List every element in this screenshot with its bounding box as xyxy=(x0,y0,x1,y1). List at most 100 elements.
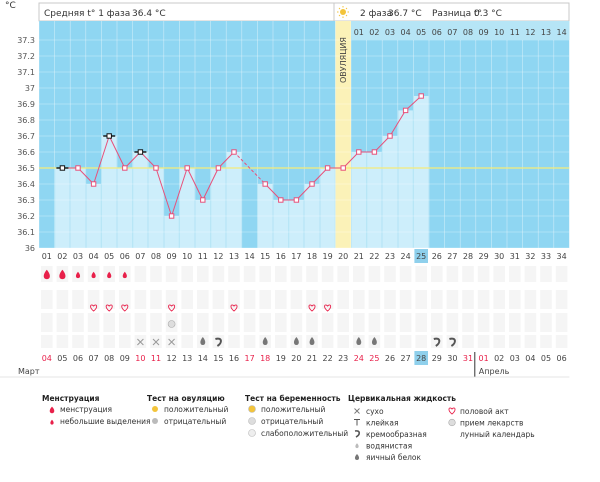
legend-title-menstruation: Менструация xyxy=(42,394,100,403)
x-tick-label: 23 xyxy=(385,252,395,261)
legend-pregnancy-icon xyxy=(248,405,256,413)
marker-cell xyxy=(509,290,521,309)
temp-bar xyxy=(273,200,289,248)
legend-pregnancy-icon xyxy=(248,429,256,437)
marker-cell xyxy=(259,313,271,332)
date-label: 02 xyxy=(494,354,504,363)
marker-cell xyxy=(228,313,240,332)
marker-cell xyxy=(509,335,521,348)
fluid-creamy-icon xyxy=(215,337,222,347)
phase2-day-number: 08 xyxy=(463,28,473,37)
marker-cell xyxy=(493,335,505,348)
phase2-day-number: 10 xyxy=(494,28,504,37)
marker-cell xyxy=(368,290,381,309)
date-label: 16 xyxy=(229,354,239,363)
x-tick-label: 34 xyxy=(557,252,567,261)
legend-item: отрицательный xyxy=(164,417,226,426)
temp-point xyxy=(309,181,315,187)
marker-cell xyxy=(56,290,69,309)
menstruation-drop-icon xyxy=(107,271,112,279)
intercourse-heart-icon xyxy=(105,304,113,312)
menstruation-drop-icon xyxy=(91,271,96,279)
x-tick-label: 06 xyxy=(120,252,130,261)
temp-line-segment xyxy=(186,167,204,201)
date-label: 04 xyxy=(525,354,535,363)
marker-cell xyxy=(181,290,193,309)
y-tick-label: 36.6 xyxy=(17,148,35,157)
marker-cell xyxy=(384,266,396,282)
x-tick-label: 11 xyxy=(198,252,208,261)
temp-point xyxy=(278,197,284,203)
x-tick-label: 08 xyxy=(151,252,161,261)
date-label: 08 xyxy=(104,354,114,363)
legend-item: яичный белок xyxy=(366,453,422,462)
phase2-day-number: 05 xyxy=(416,28,426,37)
marker-cell xyxy=(243,290,256,309)
marker-cell xyxy=(524,266,537,282)
temp-bar xyxy=(320,168,335,248)
temp-point xyxy=(340,165,346,171)
phase2-day-number: 09 xyxy=(479,28,489,37)
x-tick-label: 25 xyxy=(416,252,426,261)
marker-cell xyxy=(41,313,53,332)
marker-cell xyxy=(103,313,115,332)
x-tick-label: 04 xyxy=(89,252,99,261)
y-tick-label: 37 xyxy=(25,84,35,93)
marker-cell xyxy=(337,290,349,309)
month-label: Март xyxy=(18,367,40,376)
marker-cell xyxy=(290,313,303,332)
temp-point xyxy=(215,165,222,171)
temp-bar xyxy=(148,168,164,248)
date-label: 10 xyxy=(135,354,145,363)
date-label: 20 xyxy=(291,354,301,363)
menstruation-drop-icon xyxy=(59,269,66,280)
date-label: 01 xyxy=(479,354,489,363)
legend-item: положительный xyxy=(261,405,326,414)
x-tick-label: 09 xyxy=(167,252,177,261)
fluid-eggwhite-icon xyxy=(293,337,299,345)
temp-point xyxy=(75,165,81,171)
diff-label: Разница t° xyxy=(432,9,482,19)
marker-cell xyxy=(212,335,225,348)
marker-cell xyxy=(555,266,568,282)
temp-point xyxy=(200,197,206,203)
temp-point xyxy=(324,165,331,171)
legend-drop-icon xyxy=(49,406,55,414)
y-tick-label: 37.1 xyxy=(17,68,35,77)
fluid-eggwhite-icon xyxy=(262,337,268,345)
marker-cell xyxy=(212,266,225,282)
date-label: 11 xyxy=(151,354,161,363)
marker-cell xyxy=(509,266,521,282)
marker-cell xyxy=(197,290,209,309)
temp-line-segment xyxy=(93,135,110,185)
y-tick-label: 36.1 xyxy=(17,228,35,237)
y-tick-label: 37.2 xyxy=(17,52,35,61)
marker-cell xyxy=(540,335,552,348)
y-tick-label: 37.3 xyxy=(17,36,35,45)
marker-cell xyxy=(41,290,53,309)
temp-bar xyxy=(101,136,117,248)
legend-heart-icon xyxy=(448,407,456,415)
y-tick-label: 36 xyxy=(25,244,35,253)
x-tick-label: 02 xyxy=(57,252,67,261)
marker-cell xyxy=(555,290,568,309)
marker-cell xyxy=(150,266,162,282)
ovulation-column xyxy=(335,21,351,248)
temp-point xyxy=(153,165,159,171)
x-tick-label: 21 xyxy=(354,252,364,261)
x-tick-label: 14 xyxy=(245,252,255,261)
marker-cell xyxy=(462,335,474,348)
temp-line-segment xyxy=(155,167,173,217)
temp-point xyxy=(59,165,66,171)
date-label: 04 xyxy=(42,354,52,363)
x-tick-label: 33 xyxy=(541,252,551,261)
date-label: 05 xyxy=(541,354,551,363)
date-label: 06 xyxy=(557,354,567,363)
marker-cell xyxy=(290,266,303,282)
x-tick-label: 05 xyxy=(104,252,114,261)
phase2-label: 2 фаза xyxy=(360,9,392,19)
marker-cell xyxy=(321,266,334,282)
date-label: 06 xyxy=(73,354,83,363)
marker-cell xyxy=(462,266,474,282)
temp-point xyxy=(122,165,128,171)
